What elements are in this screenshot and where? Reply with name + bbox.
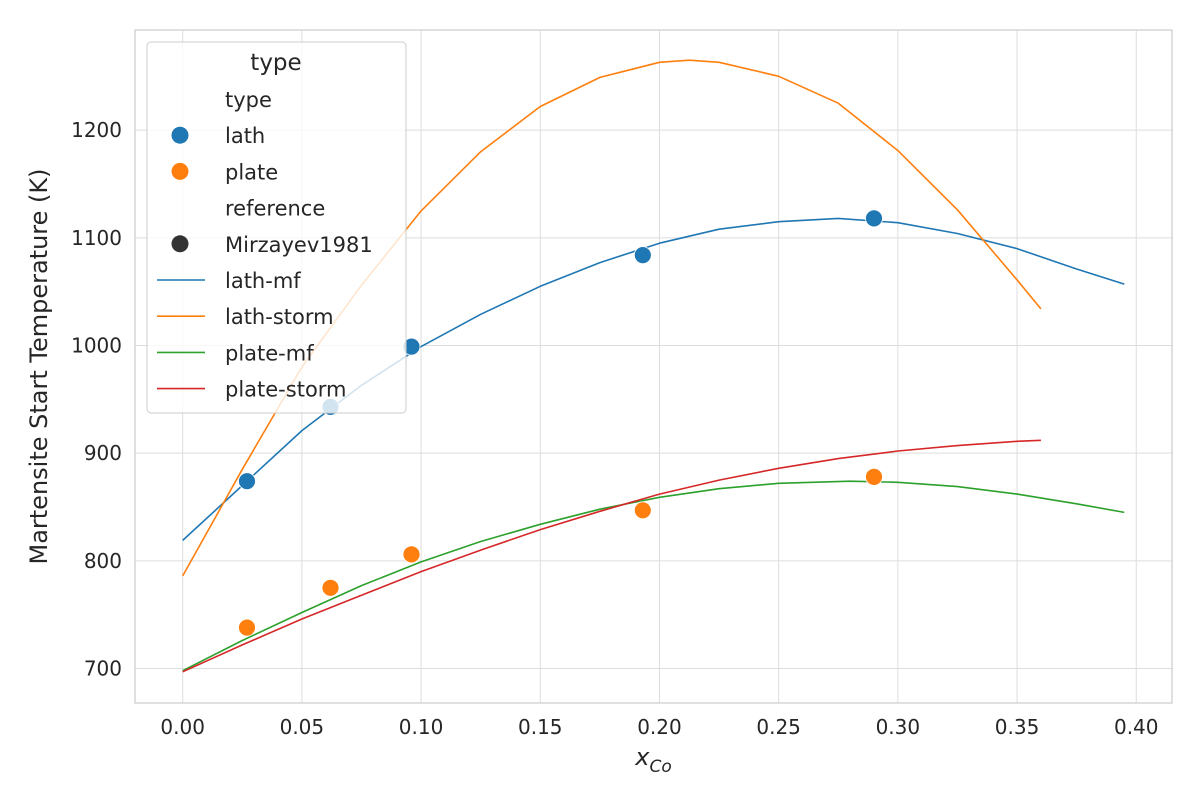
x-tick-label: 0.35 xyxy=(995,715,1040,739)
axis-labels: xCo Martensite Start Temperature (K) xyxy=(25,168,672,777)
x-axis-label-main: x xyxy=(634,743,650,771)
point-lath xyxy=(865,209,883,228)
point-plate xyxy=(321,578,340,597)
legend-label-reference: reference xyxy=(225,197,325,221)
x-axis-label-subscript: Co xyxy=(649,757,671,777)
x-tick-label: 0.25 xyxy=(756,715,801,739)
point-plate xyxy=(238,618,256,637)
y-tick-label: 800 xyxy=(84,549,122,573)
y-tick-label: 1100 xyxy=(71,226,122,250)
x-tick-label: 0.20 xyxy=(637,715,682,739)
legend-label-lath-mf: lath-mf xyxy=(225,269,301,293)
point-plate xyxy=(865,467,883,486)
y-tick-label: 1200 xyxy=(71,118,122,142)
legend-marker-Mirzayev1981 xyxy=(171,235,189,253)
x-axis-label: xCo xyxy=(634,743,671,777)
y-tick-label: 1000 xyxy=(71,334,122,358)
legend-label-plate-storm: plate-storm xyxy=(225,378,347,402)
legend-label-Mirzayev1981: Mirzayev1981 xyxy=(225,233,373,257)
point-plate xyxy=(402,545,421,564)
x-tick-label: 0.40 xyxy=(1114,715,1159,739)
series-line-plate-mf xyxy=(182,480,1125,672)
legend-label-lath: lath xyxy=(225,124,265,148)
point-lath xyxy=(238,472,256,491)
legend-label-plate: plate xyxy=(225,160,278,184)
legend-label-plate-mf: plate-mf xyxy=(225,341,314,365)
x-tick-label: 0.00 xyxy=(160,715,205,739)
grid-layer xyxy=(135,30,1172,703)
y-tick-label: 900 xyxy=(84,441,122,465)
x-tick-label: 0.30 xyxy=(876,715,921,739)
point-lath xyxy=(633,246,652,265)
series-line-plate-storm xyxy=(182,439,1041,673)
x-tick-label: 0.05 xyxy=(280,715,325,739)
legend-label-type: type xyxy=(225,88,272,112)
plot-frame xyxy=(134,29,1173,704)
ticks-layer: 0.00 0.05 0.10 0.15 0.20 0.25 0.30 0.35 0.40 700 8… xyxy=(71,118,1158,739)
legend-marker-lath xyxy=(171,126,189,144)
legend-box xyxy=(146,41,407,414)
x-tick-label: 0.10 xyxy=(399,715,444,739)
point-plate xyxy=(633,501,652,520)
legend-title: type xyxy=(250,50,301,76)
y-tick-label: 700 xyxy=(84,657,122,681)
legend: type type lath plate reference Mirzayev1981 la… xyxy=(146,41,407,414)
legend-marker-plate xyxy=(171,162,189,180)
y-axis-label: Martensite Start Temperature (K) xyxy=(25,168,53,564)
x-tick-label: 0.15 xyxy=(518,715,563,739)
legend-label-lath-storm: lath-storm xyxy=(225,305,334,329)
